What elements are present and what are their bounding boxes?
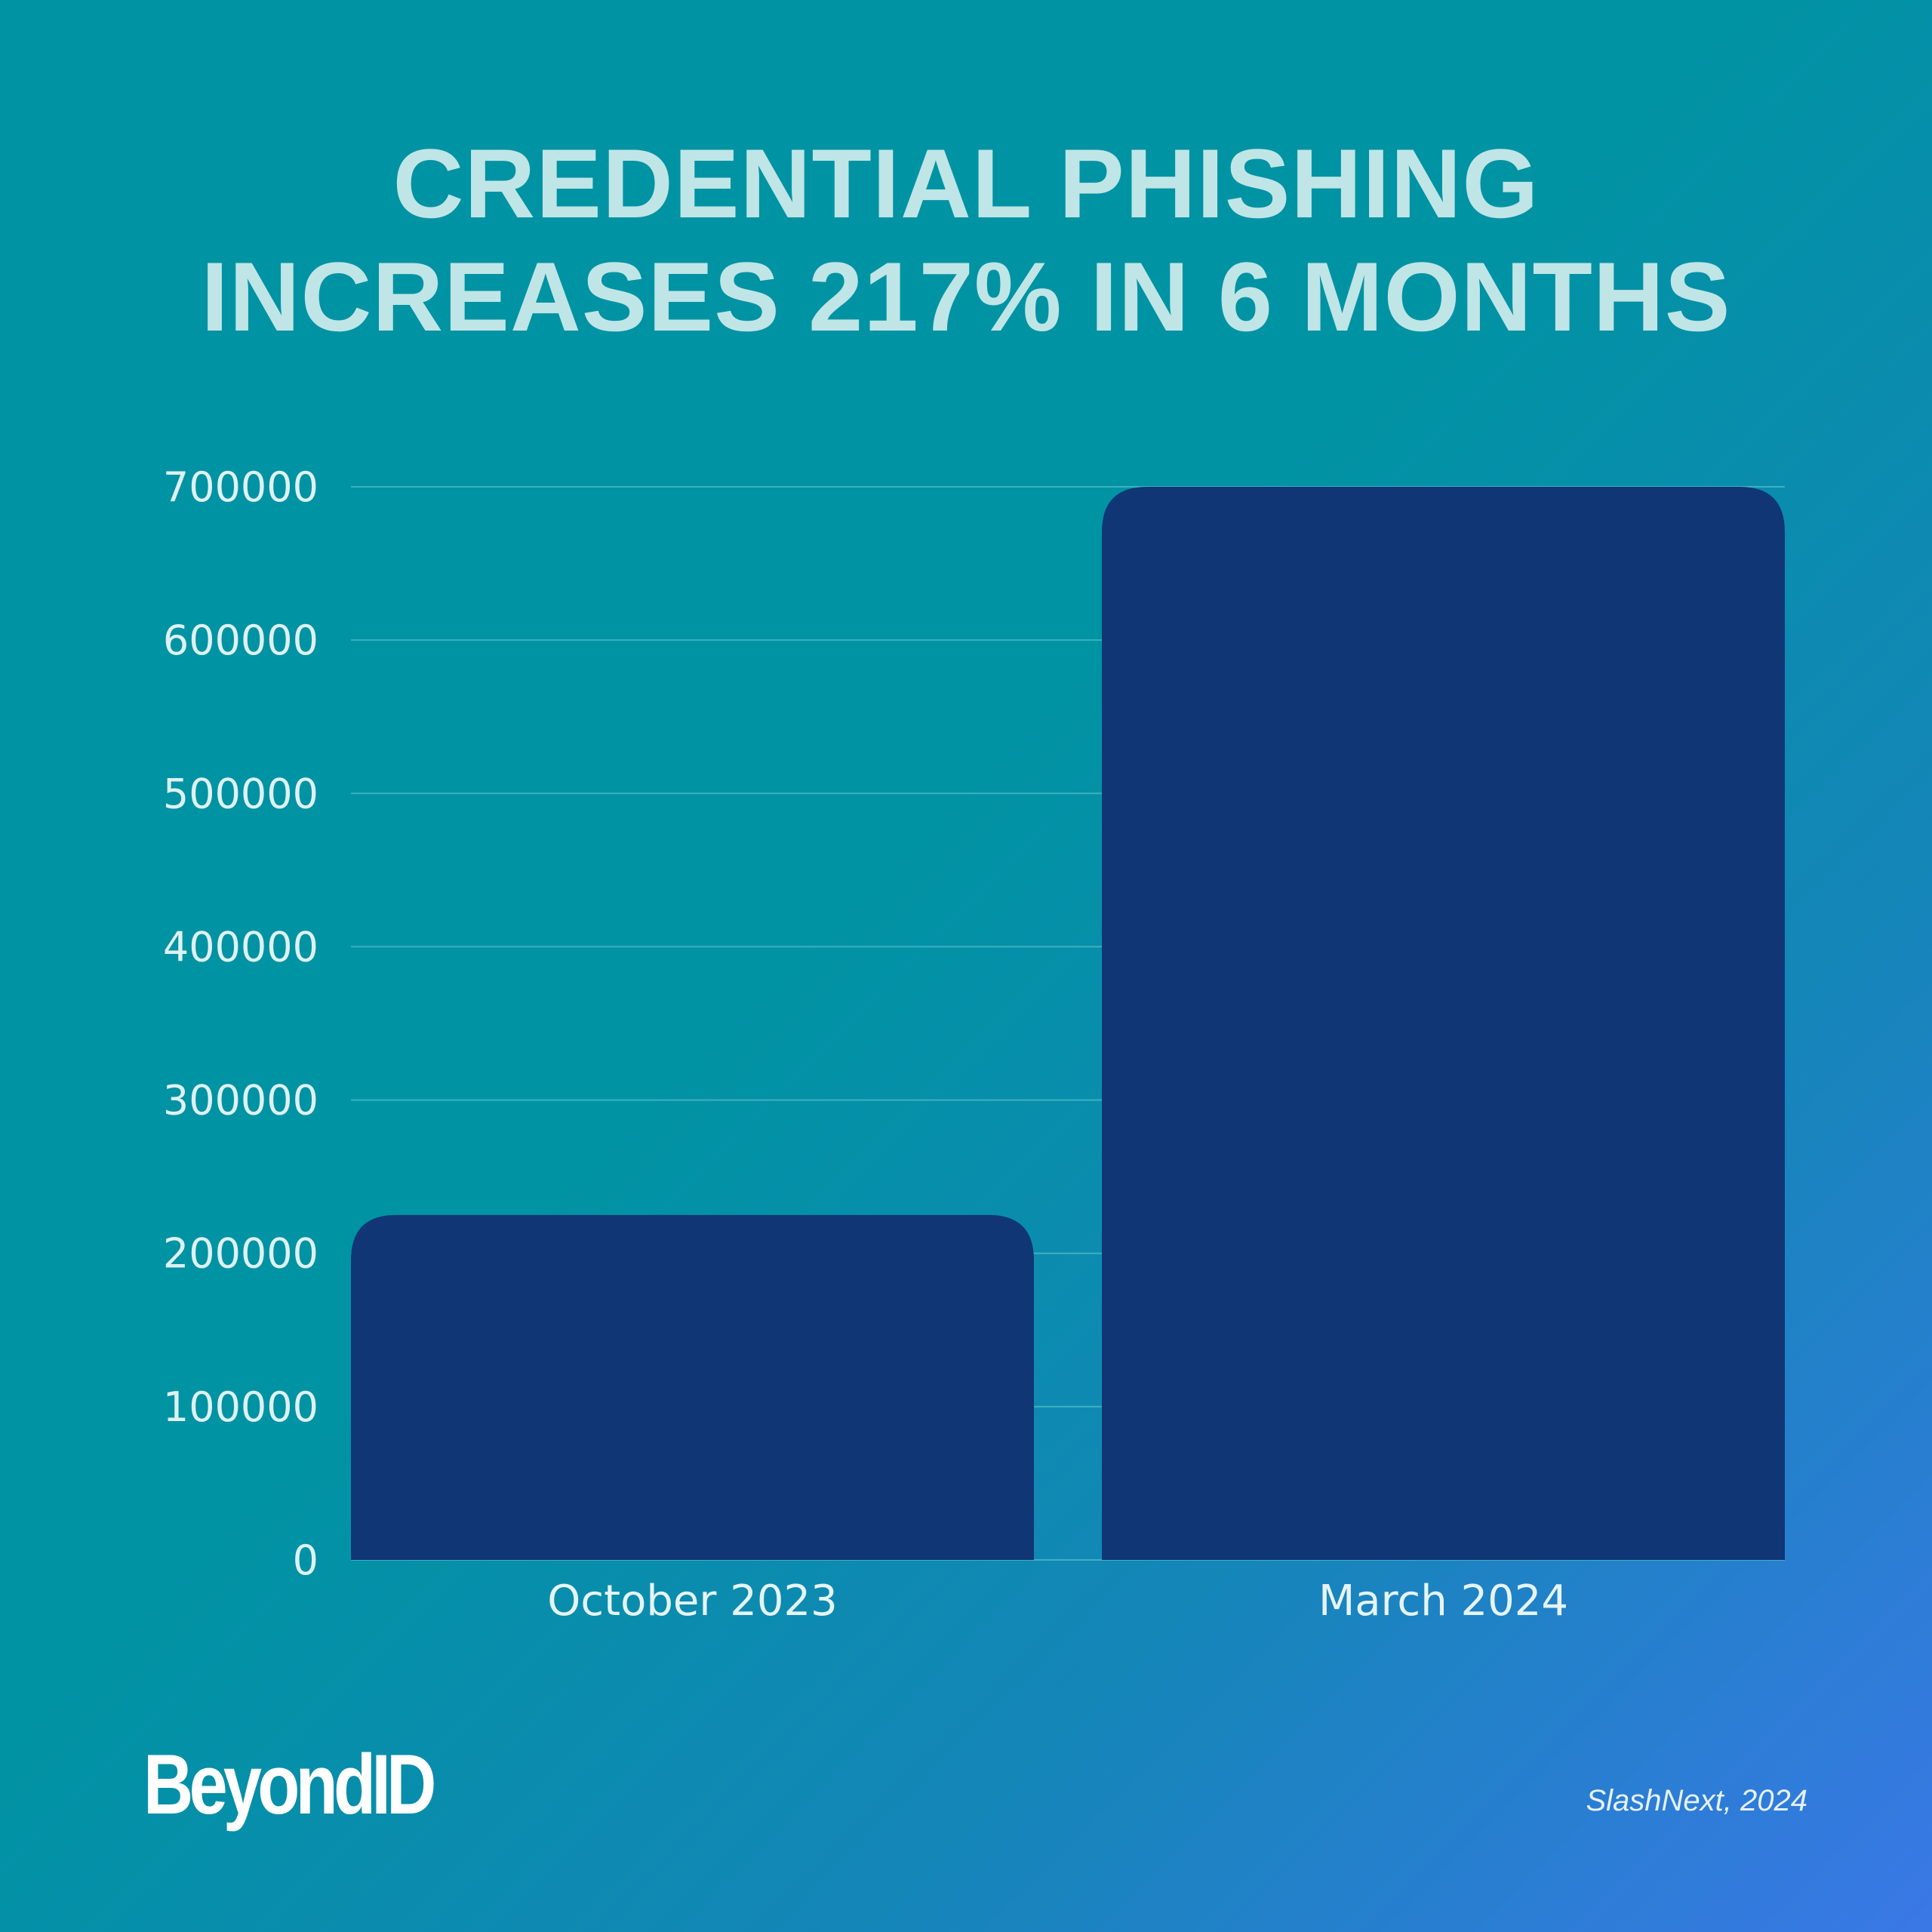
y-tick-label-100000: 100000 [163,1383,318,1431]
y-tick-label-400000: 400000 [163,923,318,971]
chart-title-line-2: INCREASES 217% IN 6 MONTHS [201,242,1731,352]
y-tick-label-600000: 600000 [163,617,318,664]
x-category-label-march-2024: March 2024 [1318,1577,1568,1626]
y-tick-label-300000: 300000 [163,1077,318,1124]
x-category-label-october-2023: October 2023 [547,1577,837,1626]
y-tick-label-0: 0 [293,1537,318,1584]
bar-october-2023 [351,1214,1034,1560]
chart-title: CREDENTIAL PHISHING INCREASES 217% IN 6 … [0,127,1932,353]
x-axis-category-labels: October 2023 March 2024 [547,1577,1568,1626]
y-tick-label-200000: 200000 [163,1230,318,1278]
bar-march-2024 [1102,487,1785,1560]
beyondid-logo: BeyondID [143,1737,436,1832]
source-citation: SlashNext, 2024 [1586,1784,1807,1817]
bars [351,487,1785,1560]
chart-title-line-1: CREDENTIAL PHISHING [392,128,1540,238]
y-axis-tick-labels: 0 100000 200000 300000 400000 500000 600000 700… [163,463,318,1584]
y-tick-label-500000: 500000 [163,770,318,817]
y-tick-label-700000: 700000 [163,463,318,511]
